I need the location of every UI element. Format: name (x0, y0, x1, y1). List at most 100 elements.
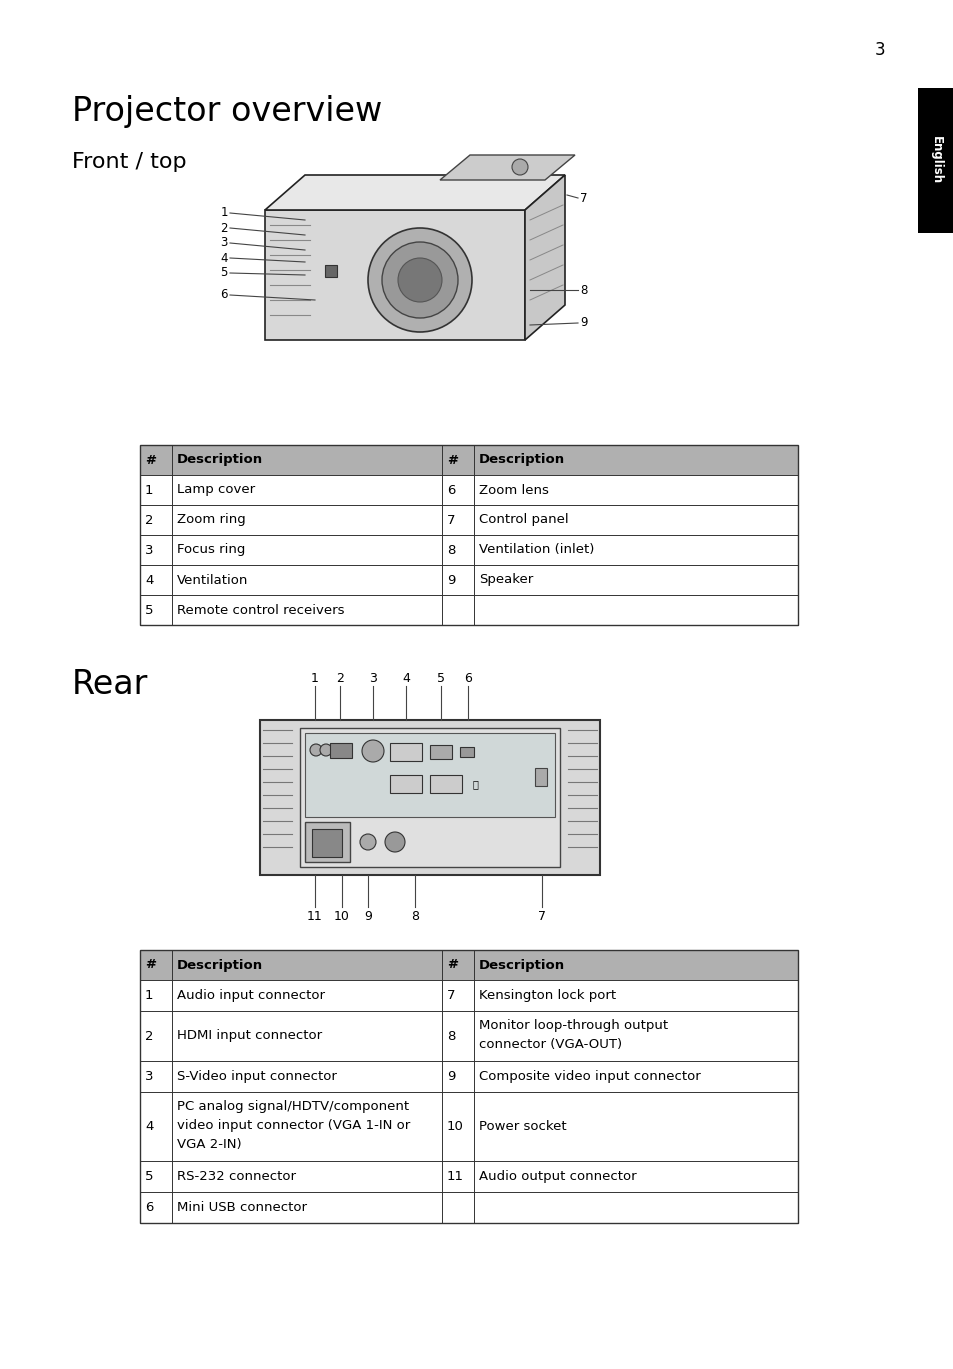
Text: 9: 9 (447, 1071, 455, 1083)
Text: Description: Description (478, 453, 564, 467)
Bar (140, 980, 797, 1010)
Text: #: # (145, 958, 156, 972)
Text: Control panel: Control panel (478, 513, 568, 527)
Text: 2: 2 (145, 1029, 153, 1043)
Text: Mini USB connector: Mini USB connector (177, 1201, 307, 1214)
Text: video input connector (VGA 1-IN or: video input connector (VGA 1-IN or (177, 1118, 410, 1132)
Text: 2: 2 (335, 672, 344, 684)
Text: Description: Description (177, 958, 263, 972)
Text: Projector overview: Projector overview (71, 96, 382, 129)
Text: Audio input connector: Audio input connector (177, 988, 325, 1002)
Text: 3: 3 (145, 1071, 153, 1083)
Bar (140, 1061, 797, 1092)
Text: 4: 4 (220, 252, 228, 264)
Bar (459, 747, 474, 757)
Text: 3: 3 (145, 543, 153, 557)
Text: #: # (145, 453, 156, 467)
Circle shape (368, 229, 472, 333)
Text: #: # (447, 958, 457, 972)
Bar (140, 505, 797, 535)
Text: 9: 9 (447, 574, 455, 586)
Text: 1: 1 (220, 207, 228, 219)
Text: 2: 2 (220, 222, 228, 234)
Bar (260, 720, 599, 875)
Bar (140, 445, 797, 626)
Circle shape (310, 743, 322, 756)
Bar (325, 266, 336, 277)
Bar (140, 950, 797, 980)
Text: Composite video input connector: Composite video input connector (478, 1071, 700, 1083)
Text: 5: 5 (220, 267, 228, 279)
Circle shape (319, 743, 332, 756)
Text: 9: 9 (579, 316, 587, 330)
Text: #: # (447, 453, 457, 467)
Bar (390, 775, 421, 793)
Text: 3: 3 (369, 672, 376, 684)
Bar (140, 1161, 797, 1192)
Text: 5: 5 (145, 604, 153, 616)
Text: 1: 1 (145, 483, 153, 497)
Text: 11: 11 (307, 910, 322, 924)
Text: Zoom lens: Zoom lens (478, 483, 548, 497)
Text: 2: 2 (145, 513, 153, 527)
Bar (430, 775, 461, 793)
Text: 8: 8 (447, 1029, 455, 1043)
Text: 4: 4 (145, 1120, 153, 1134)
Text: 11: 11 (447, 1170, 463, 1183)
Text: 10: 10 (447, 1120, 463, 1134)
Text: 8: 8 (447, 543, 455, 557)
Text: 5: 5 (436, 672, 444, 684)
Polygon shape (524, 175, 564, 340)
Text: 6: 6 (145, 1201, 153, 1214)
Circle shape (512, 159, 527, 175)
Text: Lamp cover: Lamp cover (177, 483, 254, 497)
Text: connector (VGA-OUT): connector (VGA-OUT) (478, 1038, 621, 1051)
Circle shape (381, 242, 457, 318)
Text: Front / top: Front / top (71, 152, 187, 172)
Text: 7: 7 (579, 192, 587, 204)
Text: Monitor loop-through output: Monitor loop-through output (478, 1019, 667, 1032)
Circle shape (385, 832, 405, 852)
Text: Focus ring: Focus ring (177, 543, 245, 557)
Bar (140, 1010, 797, 1061)
Text: 4: 4 (401, 672, 410, 684)
Text: Description: Description (177, 453, 263, 467)
Bar (140, 475, 797, 505)
Bar (140, 1192, 797, 1223)
Text: PC analog signal/HDTV/component: PC analog signal/HDTV/component (177, 1101, 409, 1113)
Bar (305, 821, 350, 862)
Text: 1: 1 (145, 988, 153, 1002)
Text: 6: 6 (463, 672, 472, 684)
Bar (535, 768, 546, 786)
Bar (140, 445, 797, 475)
Text: VGA 2-IN): VGA 2-IN) (177, 1138, 241, 1151)
Text: Zoom ring: Zoom ring (177, 513, 246, 527)
Bar (299, 728, 559, 867)
Text: Power socket: Power socket (478, 1120, 566, 1134)
Text: 6: 6 (220, 289, 228, 301)
Text: 8: 8 (411, 910, 418, 924)
Text: Ventilation: Ventilation (177, 574, 248, 586)
Bar (312, 830, 341, 857)
Bar (140, 1092, 797, 1161)
Text: 10: 10 (334, 910, 350, 924)
Text: Kensington lock port: Kensington lock port (478, 988, 616, 1002)
Text: Remote control receivers: Remote control receivers (177, 604, 344, 616)
Text: RS-232 connector: RS-232 connector (177, 1170, 295, 1183)
Text: 7: 7 (447, 988, 455, 1002)
Polygon shape (265, 175, 564, 209)
Text: Rear: Rear (71, 668, 149, 701)
Text: Speaker: Speaker (478, 574, 533, 586)
Bar (265, 209, 524, 340)
Bar (917, 88, 953, 233)
Polygon shape (439, 155, 575, 179)
Bar (140, 950, 797, 1223)
Text: 6: 6 (447, 483, 455, 497)
Bar (140, 596, 797, 626)
Text: 7: 7 (447, 513, 455, 527)
Text: 3: 3 (874, 41, 884, 59)
Text: Audio output connector: Audio output connector (478, 1170, 636, 1183)
Bar (305, 732, 555, 817)
Circle shape (359, 834, 375, 850)
Circle shape (361, 741, 384, 763)
